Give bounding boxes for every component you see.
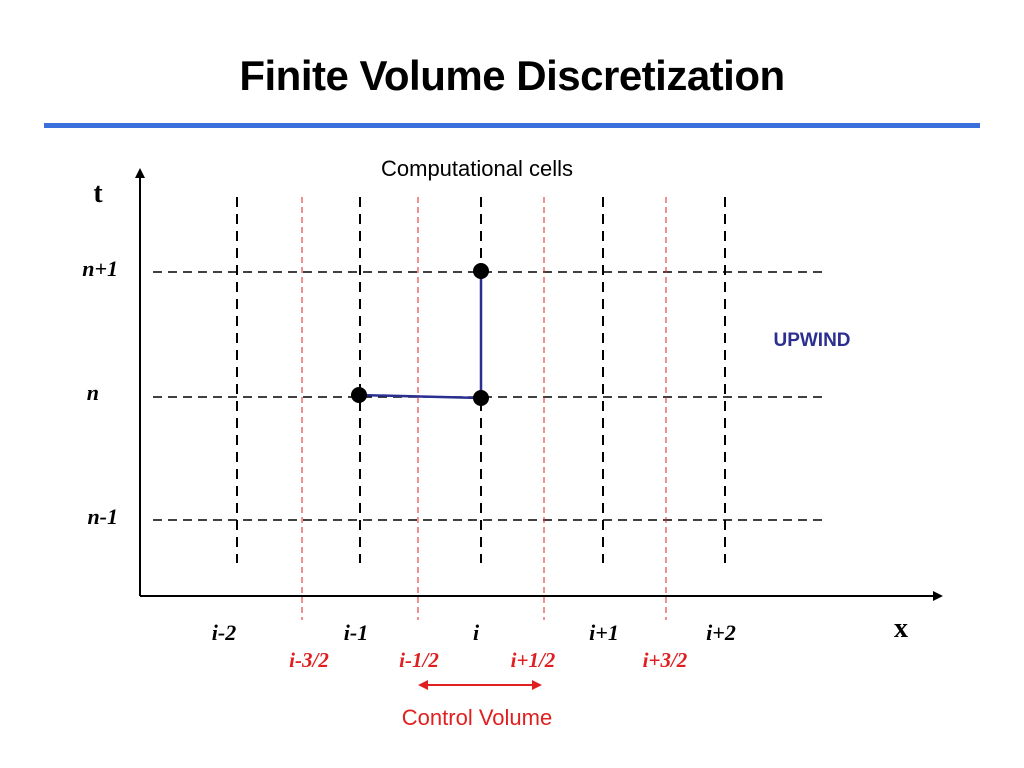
stencil-node-i-n bbox=[473, 390, 489, 406]
face-label-i-plus-1-2: i+1/2 bbox=[511, 648, 556, 672]
time-label-n-plus-1: n+1 bbox=[82, 256, 118, 281]
stencil-node-i-minus-1-n bbox=[351, 387, 367, 403]
time-label-n-minus-1: n-1 bbox=[87, 504, 118, 529]
title-underline bbox=[44, 123, 980, 128]
cell-label-i-plus-1: i+1 bbox=[589, 620, 619, 645]
x-axis-label: x bbox=[894, 613, 908, 644]
stencil-node-i-n-plus-1 bbox=[473, 263, 489, 279]
upwind-label: UPWIND bbox=[773, 330, 850, 351]
face-label-i-minus-1-2: i-1/2 bbox=[399, 648, 439, 672]
stencil-horizontal-link bbox=[358, 393, 482, 400]
cell-label-i: i bbox=[473, 620, 480, 645]
face-label-i-minus-3-2: i-3/2 bbox=[289, 648, 329, 672]
computational-cells-caption: Computational cells bbox=[381, 156, 573, 181]
face-label-i-plus-3-2: i+3/2 bbox=[643, 648, 688, 672]
t-axis-label: t bbox=[93, 178, 103, 209]
slide-title: Finite Volume Discretization bbox=[239, 52, 785, 99]
cell-label-i-plus-2: i+2 bbox=[706, 620, 736, 645]
cell-label-i-minus-1: i-1 bbox=[344, 620, 368, 645]
cell-label-i-minus-2: i-2 bbox=[212, 620, 236, 645]
control-volume-caption: Control Volume bbox=[402, 705, 552, 730]
time-label-n: n bbox=[87, 380, 99, 405]
